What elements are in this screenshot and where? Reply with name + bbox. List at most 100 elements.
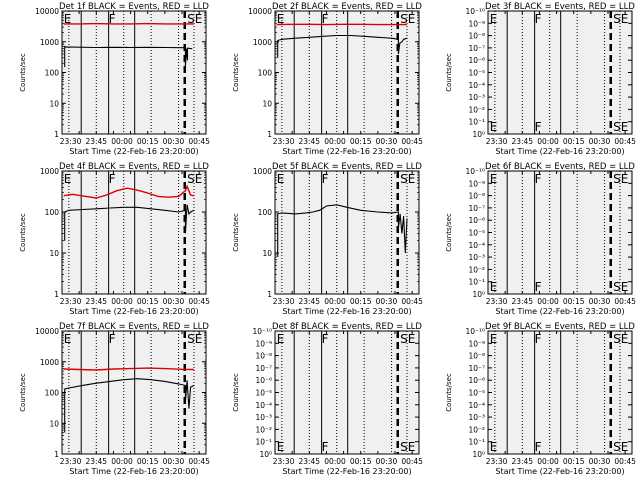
plot-frame [61, 170, 207, 295]
y-tick-label: 10⁻⁸ [468, 32, 485, 41]
x-tick-label: 00:30 [163, 297, 185, 306]
x-tick-label: 00:00 [537, 297, 559, 306]
x-axis-label: Start Time (22-Feb-16 23:20:00) [282, 147, 411, 156]
x-tick-label: 00:30 [589, 457, 611, 466]
y-tick-label: 10⁻⁹ [255, 339, 272, 348]
x-tick-label: 23:30 [273, 137, 295, 146]
marker-label-f-bottom: F [535, 440, 542, 454]
x-tick-label: 00:15 [137, 137, 159, 146]
x-axis-label: Start Time (22-Feb-16 23:20:00) [69, 467, 198, 476]
y-tick-label: 1000 [40, 167, 59, 176]
marker-label-e: E [64, 172, 72, 186]
marker-label-e: E [64, 12, 72, 26]
plot-area [62, 331, 206, 454]
marker-label-e: E [277, 12, 285, 26]
x-tick-label: 00:45 [614, 297, 636, 306]
marker-label-se: SE [400, 332, 415, 346]
y-tick-label: 10⁻¹⁰ [465, 327, 485, 336]
x-tick-label: 23:45 [511, 137, 533, 146]
y-tick-label: 10⁻² [468, 105, 485, 114]
y-tick-label: 1 [54, 450, 59, 459]
x-tick-label: 23:30 [60, 297, 82, 306]
y-tick-label: 10⁻¹ [255, 438, 272, 447]
lld-line [63, 184, 195, 199]
y-tick-label: 10000 [248, 7, 272, 16]
y-tick-label: 10 [49, 249, 59, 258]
y-tick-label: 10⁻⁶ [468, 376, 485, 385]
y-axis-label: Counts/sec [19, 53, 27, 92]
y-tick-label: 10⁻⁶ [468, 216, 485, 225]
plot-area [275, 11, 419, 134]
y-tick-label: 10⁻⁸ [255, 352, 272, 361]
x-tick-label: 23:30 [486, 457, 508, 466]
y-tick-label: 1 [267, 130, 272, 139]
plot-area [488, 331, 632, 454]
x-tick-label: 23:45 [85, 297, 107, 306]
lld-line [63, 367, 195, 371]
x-axis-label: Start Time (22-Feb-16 23:20:00) [282, 467, 411, 476]
y-tick-label: 10⁻⁹ [468, 179, 485, 188]
x-tick-label: 00:45 [401, 457, 423, 466]
y-tick-label: 1 [267, 290, 272, 299]
y-tick-label: 1000 [253, 167, 272, 176]
marker-label-e-bottom: E [490, 120, 498, 134]
x-tick-label: 00:45 [188, 137, 210, 146]
y-tick-label: 10 [49, 99, 59, 108]
y-tick-label: 10⁰ [259, 450, 272, 459]
x-tick-label: 23:45 [298, 297, 320, 306]
x-tick-label: 00:30 [376, 457, 398, 466]
x-tick-label: 00:15 [137, 297, 159, 306]
y-tick-label: 10⁻⁸ [468, 352, 485, 361]
marker-label-f-bottom: F [535, 120, 542, 134]
y-tick-label: 10 [262, 249, 272, 258]
plot-area [275, 171, 419, 294]
x-tick-label: 00:15 [350, 137, 372, 146]
y-tick-label: 100 [45, 389, 60, 398]
plot-frame [274, 170, 420, 295]
y-tick-label: 10⁻⁷ [468, 364, 485, 373]
y-tick-label: 10⁻¹ [468, 118, 485, 127]
marker-label-e-bottom: E [277, 440, 285, 454]
y-tick-label: 10⁻⁴ [468, 241, 485, 250]
events-line [64, 378, 195, 433]
marker-label-se: SE [613, 12, 628, 26]
y-tick-label: 1000 [40, 38, 59, 47]
marker-label-f: F [322, 12, 329, 26]
x-tick-label: 00:45 [401, 137, 423, 146]
y-tick-label: 10⁻⁵ [255, 389, 272, 398]
marker-label-f-bottom: F [322, 440, 329, 454]
marker-label-se-bottom: SE [400, 440, 415, 454]
x-tick-label: 00:45 [188, 297, 210, 306]
x-tick-label: 23:45 [85, 457, 107, 466]
y-tick-label: 10⁰ [472, 290, 485, 299]
y-tick-label: 10 [262, 99, 272, 108]
y-axis-label: Counts/sec [445, 373, 453, 412]
x-tick-label: 23:30 [60, 137, 82, 146]
x-tick-label: 23:45 [298, 137, 320, 146]
y-tick-label: 10⁻¹ [468, 438, 485, 447]
y-tick-label: 10⁻³ [468, 93, 485, 102]
y-tick-label: 10⁻¹⁰ [252, 327, 272, 336]
x-tick-label: 00:15 [563, 457, 585, 466]
y-tick-label: 10⁻⁶ [255, 376, 272, 385]
y-tick-label: 10⁻⁵ [468, 389, 485, 398]
x-tick-label: 00:00 [111, 297, 133, 306]
x-tick-label: 23:45 [298, 457, 320, 466]
y-tick-label: 10⁰ [472, 450, 485, 459]
y-tick-label: 1000 [253, 38, 272, 47]
marker-label-e: E [64, 332, 72, 346]
y-tick-label: 10⁻⁵ [468, 69, 485, 78]
marker-label-f: F [535, 12, 542, 26]
x-tick-label: 23:45 [85, 137, 107, 146]
y-tick-label: 1000 [40, 358, 59, 367]
y-tick-label: 100 [258, 208, 273, 217]
y-tick-label: 10⁻⁸ [468, 192, 485, 201]
marker-label-e: E [490, 332, 498, 346]
